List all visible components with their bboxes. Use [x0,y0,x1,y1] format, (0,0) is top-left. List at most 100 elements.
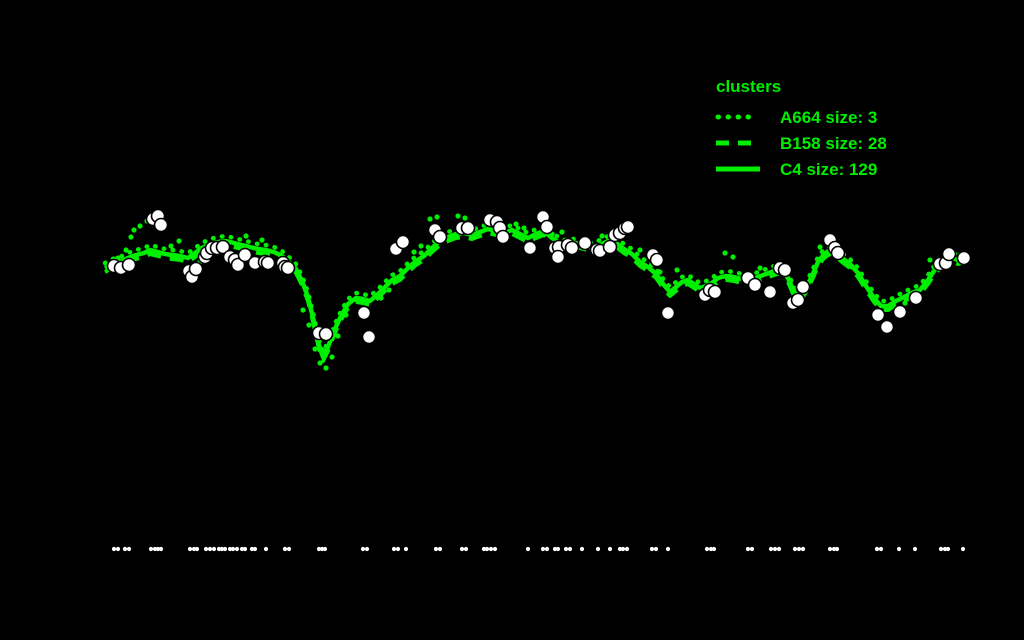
rug-tick [912,546,918,552]
rug-tick [433,546,439,552]
data-point [747,277,763,293]
noise-dot [787,281,793,287]
rug-tick [111,546,117,552]
rug-tick [194,546,200,552]
data-point [361,329,377,345]
rug-tick [945,546,951,552]
noise-dot [849,264,855,270]
rug-tick [525,546,531,552]
rug-tick [555,546,561,552]
legend-item-c4: C4 size: 129 [714,156,887,182]
rug-tick [211,546,217,552]
rug-tick [155,546,161,552]
data-point [649,252,665,268]
rug-tick [708,546,714,552]
noise-dot [674,267,680,273]
noise-dot [599,233,605,239]
noise-dot [817,244,823,250]
rug-tick [617,546,623,552]
rug-tick [607,546,613,552]
noise-dot [131,227,137,233]
data-point [215,239,231,255]
rug-tick [322,546,328,552]
data-point [941,246,957,262]
rug-tick [437,546,443,552]
rug-tick [792,546,798,552]
rug-tick [579,546,585,552]
noise-dot [259,237,265,243]
legend-item-label: B158 size: 28 [780,133,887,153]
rug-tick [878,546,884,552]
data-point [564,240,580,256]
data-point [237,247,253,263]
rug-tick [540,546,546,552]
data-point [539,219,555,235]
noise-dot [323,365,329,371]
rug-tick [252,546,258,552]
noise-dot [378,295,384,301]
data-point [230,257,246,273]
rug-tick [776,546,782,552]
rug-tick [219,546,225,552]
data-point [318,326,334,342]
rug-tick [749,546,755,552]
data-point [830,245,846,261]
rug-tick [488,546,494,552]
rug-tick [316,546,322,552]
noise-dot [455,213,461,219]
rug-tick [938,546,944,552]
legend-item-label: C4 size: 129 [780,159,878,179]
noise-dot [168,243,174,249]
legend-item-a664: A664 size: 3 [714,104,887,130]
rug-tick [552,546,558,552]
rug-tick [481,546,487,552]
noise-dot [300,307,306,313]
rug-tick [567,546,573,552]
noise-dot [521,225,527,231]
rug-tick [403,546,409,552]
rug-tick [360,546,366,552]
data-point [432,229,448,245]
noise-dot [730,254,736,260]
data-point [522,240,538,256]
legend-title: clusters [716,77,782,96]
rug-tick [364,546,370,552]
noise-dot [418,243,424,249]
legend-item-b158: B158 size: 28 [714,130,887,156]
data-point [795,279,811,295]
rug-tick [960,546,966,552]
data-point [495,229,511,245]
noise-dot [123,247,129,253]
noise-dot [329,354,335,360]
rug-tick [282,546,288,552]
rug-tick [148,546,154,552]
rug-tick [152,546,158,552]
rug-tick [834,546,840,552]
data-point [395,234,411,250]
rug-tick [216,546,222,552]
rug-tick [187,546,193,552]
rug-tick [239,546,245,552]
rug-tick [831,546,837,552]
noise-dot [927,257,933,263]
rug-tick [704,546,710,552]
dotted-line-key-icon [715,114,761,120]
rug-tick [249,546,255,552]
legend-item-label: A664 size: 3 [780,107,878,127]
noise-dot [427,216,433,222]
rug-tick [711,546,717,552]
rug-tick [227,546,233,552]
rug-tick [319,546,325,552]
rug-tick [665,546,671,552]
rug-tick [649,546,655,552]
noise-dot [462,215,468,221]
noise-dot [128,234,134,240]
rug-tick [768,546,774,552]
data-point [602,239,618,255]
noise-dot [306,322,312,328]
series-line-c4 [103,226,966,360]
rug-tick [653,546,659,552]
noise-dot [657,269,663,275]
